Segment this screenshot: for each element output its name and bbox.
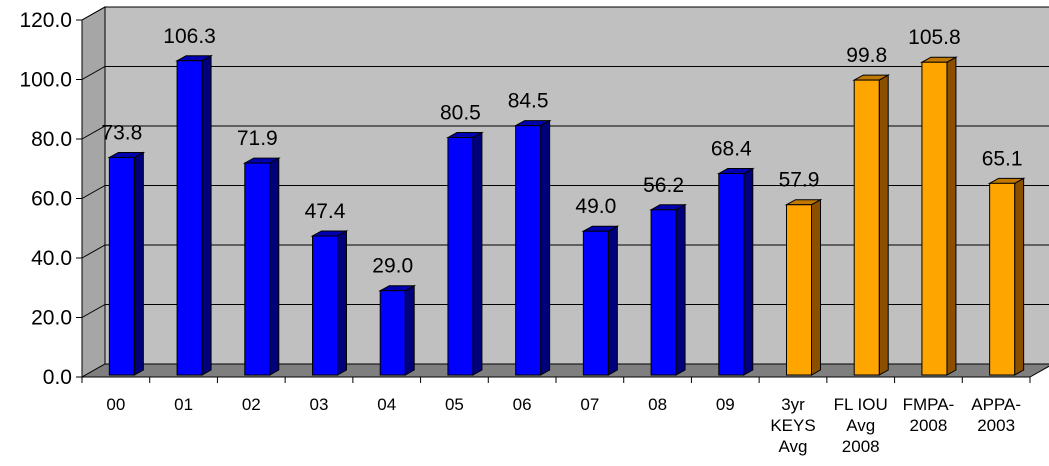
bar [445, 131, 484, 376]
bar-front [853, 79, 880, 376]
chart-walls [80, 6, 1049, 378]
bar [378, 284, 417, 376]
x-category-label: 01 [174, 395, 193, 414]
x-category-label: 2008 [842, 437, 880, 456]
chart-floor [80, 363, 1049, 378]
y-tick-label: 120.0 [19, 9, 72, 32]
y-tick-label: 80.0 [31, 128, 72, 151]
x-category-label: 00 [106, 395, 125, 414]
bar [919, 56, 958, 376]
y-tick-label: 100.0 [19, 69, 72, 92]
bar-side [878, 74, 889, 376]
bar-side [946, 56, 957, 376]
bar-front [176, 60, 203, 376]
bar-side [269, 157, 280, 376]
bar [716, 167, 755, 376]
bar-value-label: 106.3 [163, 25, 216, 48]
bar-front [379, 290, 406, 376]
bar-value-label: 84.5 [508, 90, 549, 113]
y-tick-label: 40.0 [31, 247, 72, 270]
bar-side [811, 198, 821, 376]
x-category-label: 09 [716, 395, 735, 414]
bar-value-label: 71.9 [237, 127, 278, 150]
bar-front [921, 61, 948, 376]
x-category-label: 06 [513, 395, 532, 414]
x-category-label: 03 [310, 395, 329, 414]
x-category-label: 2008 [910, 416, 948, 435]
bar-side [607, 225, 618, 376]
bar-side [472, 131, 483, 376]
bar-front [312, 235, 338, 376]
bar-front [650, 209, 677, 376]
gridline [81, 125, 1049, 140]
y-axis-tick-labels: 0.0 20.0 40.0 60.0 80.0 100.0 120.0 [19, 9, 83, 389]
x-category-label: 05 [445, 395, 464, 414]
bar-value-label: 73.8 [101, 121, 142, 144]
bar [581, 225, 620, 376]
bar-value-label: 65.1 [982, 147, 1023, 170]
bar [310, 230, 349, 376]
x-category-label: 2003 [977, 416, 1015, 435]
bar-side [675, 203, 686, 376]
bar-value-label: 105.8 [908, 26, 961, 49]
bar-side [540, 119, 551, 376]
bar-side [743, 167, 754, 376]
bar-side [404, 284, 415, 376]
bar [852, 74, 891, 376]
bar-front [786, 204, 812, 376]
bar-front [108, 156, 135, 376]
x-category-label: FMPA- [903, 395, 955, 414]
y-tick-label: 20.0 [31, 307, 72, 330]
bar-value-label: 47.4 [305, 200, 346, 223]
bar-value-labels: 73.8 106.3 71.9 47.4 29.0 80.5 84.5 49.0 56.2 68.… [101, 25, 1022, 278]
x-category-label: 3yr [781, 395, 805, 414]
bar [175, 54, 214, 376]
bar-side [201, 54, 212, 376]
bar-value-label: 29.0 [372, 255, 413, 278]
bar [784, 198, 823, 376]
bar-front [718, 173, 745, 376]
chart-bars [107, 54, 1026, 376]
x-category-label: APPA- [971, 395, 1021, 414]
bar-value-label: 56.2 [643, 174, 684, 197]
bar-side [1014, 177, 1025, 376]
y-tick-label: 60.0 [31, 188, 72, 211]
bar-value-label: 80.5 [440, 102, 481, 125]
x-category-label: 04 [377, 395, 396, 414]
gridline [81, 6, 1049, 21]
bar-front [244, 162, 271, 376]
y-tick-label: 0.0 [43, 366, 72, 389]
bar-front [447, 137, 474, 376]
x-category-label: 08 [648, 395, 667, 414]
bar [649, 203, 688, 376]
x-category-label: 07 [580, 395, 599, 414]
bar [987, 177, 1026, 376]
bar-side [133, 151, 144, 376]
x-category-label: KEYS [770, 416, 815, 435]
bar-value-label: 57.9 [779, 169, 820, 192]
gridline [81, 66, 1049, 80]
bar [107, 151, 146, 376]
bar [242, 157, 281, 376]
bar-front [582, 230, 609, 376]
bar-value-label: 68.4 [711, 138, 752, 161]
bar-value-label: 49.0 [575, 195, 616, 218]
x-category-label: Avg [846, 416, 875, 435]
bar-front [515, 125, 542, 376]
chart-gridlines [81, 6, 1049, 318]
bar-side [337, 230, 347, 376]
bar [513, 119, 552, 376]
bar-front [989, 182, 1016, 376]
x-axis: 00 01 02 03 04 05 06 07 08 09 3yr KEYS Avg FL IOU Avg 2… [81, 376, 1031, 456]
bar-value-label: 99.8 [846, 44, 887, 67]
x-category-label: FL IOU [834, 395, 888, 414]
x-category-label: Avg [779, 437, 808, 456]
x-category-label: 02 [242, 395, 261, 414]
